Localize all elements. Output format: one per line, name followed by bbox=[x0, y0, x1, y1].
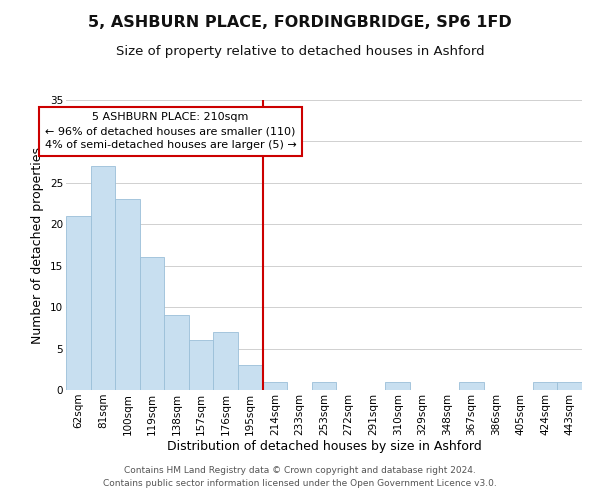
Bar bbox=[115, 200, 140, 390]
Bar bbox=[66, 216, 91, 390]
Text: 5, ASHBURN PLACE, FORDINGBRIDGE, SP6 1FD: 5, ASHBURN PLACE, FORDINGBRIDGE, SP6 1FD bbox=[88, 15, 512, 30]
Bar bbox=[238, 365, 263, 390]
Bar bbox=[214, 332, 238, 390]
Bar bbox=[189, 340, 214, 390]
Bar bbox=[459, 382, 484, 390]
Bar bbox=[533, 382, 557, 390]
Bar bbox=[385, 382, 410, 390]
Bar bbox=[140, 258, 164, 390]
X-axis label: Distribution of detached houses by size in Ashford: Distribution of detached houses by size … bbox=[167, 440, 481, 454]
Y-axis label: Number of detached properties: Number of detached properties bbox=[31, 146, 44, 344]
Bar bbox=[91, 166, 115, 390]
Text: 5 ASHBURN PLACE: 210sqm
← 96% of detached houses are smaller (110)
4% of semi-de: 5 ASHBURN PLACE: 210sqm ← 96% of detache… bbox=[44, 112, 296, 150]
Text: Size of property relative to detached houses in Ashford: Size of property relative to detached ho… bbox=[116, 45, 484, 58]
Bar bbox=[164, 316, 189, 390]
Bar bbox=[312, 382, 336, 390]
Bar bbox=[263, 382, 287, 390]
Bar bbox=[557, 382, 582, 390]
Text: Contains HM Land Registry data © Crown copyright and database right 2024.
Contai: Contains HM Land Registry data © Crown c… bbox=[103, 466, 497, 487]
